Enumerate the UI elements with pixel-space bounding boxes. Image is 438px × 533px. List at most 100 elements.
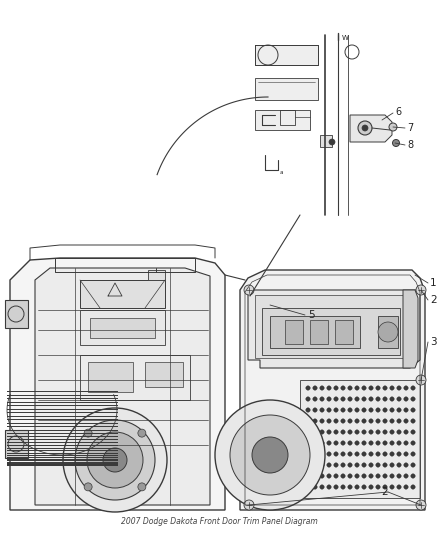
Circle shape [306,452,310,456]
Circle shape [306,430,310,434]
Circle shape [341,485,345,489]
Circle shape [376,474,380,478]
Circle shape [397,485,401,489]
Circle shape [390,419,394,423]
Circle shape [327,485,331,489]
Circle shape [376,408,380,412]
Text: 2: 2 [381,487,388,497]
Circle shape [378,322,398,342]
Circle shape [320,397,324,401]
Circle shape [313,441,317,445]
Polygon shape [148,270,165,280]
Circle shape [362,441,366,445]
Circle shape [404,441,408,445]
Circle shape [306,386,310,390]
Circle shape [397,441,401,445]
Circle shape [362,419,366,423]
Polygon shape [335,320,353,344]
Circle shape [416,285,426,295]
Circle shape [397,419,401,423]
Circle shape [389,123,397,131]
Circle shape [362,430,366,434]
Polygon shape [350,115,392,142]
Circle shape [376,485,380,489]
Circle shape [362,397,366,401]
Circle shape [383,474,387,478]
Circle shape [348,397,352,401]
Circle shape [334,452,338,456]
Circle shape [327,419,331,423]
Circle shape [84,483,92,491]
Polygon shape [300,380,420,498]
Polygon shape [255,78,318,100]
Circle shape [362,386,366,390]
Circle shape [411,430,415,434]
Circle shape [404,419,408,423]
Circle shape [404,430,408,434]
Circle shape [348,419,352,423]
Circle shape [390,397,394,401]
Circle shape [355,408,359,412]
Circle shape [320,430,324,434]
Text: 1: 1 [430,278,437,288]
Circle shape [411,474,415,478]
Circle shape [313,408,317,412]
Circle shape [348,485,352,489]
Circle shape [320,441,324,445]
Circle shape [369,452,373,456]
Circle shape [383,485,387,489]
Polygon shape [5,300,28,328]
Circle shape [383,463,387,467]
Circle shape [411,386,415,390]
Polygon shape [240,270,425,510]
Text: a: a [280,169,283,174]
Circle shape [341,386,345,390]
Circle shape [376,441,380,445]
Circle shape [411,463,415,467]
Circle shape [369,386,373,390]
Circle shape [320,485,324,489]
Circle shape [348,386,352,390]
Circle shape [334,408,338,412]
Circle shape [320,419,324,423]
Circle shape [348,474,352,478]
Circle shape [327,452,331,456]
Polygon shape [5,430,28,458]
Text: 3: 3 [430,337,437,347]
Circle shape [355,430,359,434]
Circle shape [404,485,408,489]
Circle shape [306,408,310,412]
Circle shape [383,386,387,390]
Circle shape [230,415,310,495]
Circle shape [341,397,345,401]
Circle shape [244,285,254,295]
Circle shape [313,386,317,390]
Circle shape [320,386,324,390]
Circle shape [334,474,338,478]
Bar [88,362,133,392]
Circle shape [376,452,380,456]
Circle shape [334,485,338,489]
Circle shape [329,139,335,145]
Circle shape [362,463,366,467]
Circle shape [411,408,415,412]
Circle shape [341,441,345,445]
Circle shape [369,474,373,478]
Circle shape [376,386,380,390]
Circle shape [411,485,415,489]
Bar [145,362,183,387]
Circle shape [341,463,345,467]
Circle shape [362,125,368,131]
Circle shape [411,419,415,423]
Text: 2007 Dodge Dakota Front Door Trim Panel Diagram: 2007 Dodge Dakota Front Door Trim Panel … [120,516,318,526]
Text: 6: 6 [395,107,401,117]
Polygon shape [262,308,400,355]
Circle shape [404,408,408,412]
Circle shape [103,448,127,472]
Circle shape [369,441,373,445]
Circle shape [397,386,401,390]
Circle shape [383,408,387,412]
Circle shape [313,485,317,489]
Circle shape [215,400,325,510]
Circle shape [404,474,408,478]
